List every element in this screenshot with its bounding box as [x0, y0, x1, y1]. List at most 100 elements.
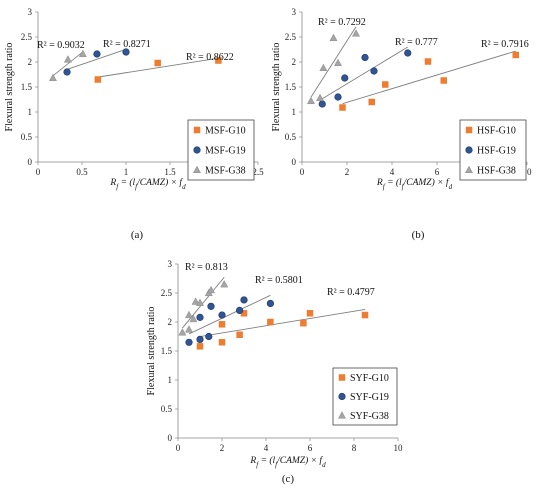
data-point — [215, 57, 222, 64]
trendline — [97, 57, 219, 78]
data-point — [382, 81, 389, 88]
y-tick-label: 0 — [28, 157, 33, 167]
data-point — [185, 338, 193, 346]
y-tick-label: 3 — [168, 259, 173, 269]
y-tick-label: 1 — [28, 107, 33, 117]
x-tick-label: 2.5 — [252, 167, 264, 177]
legend-label: MSF-G10 — [205, 126, 246, 137]
trendline — [182, 276, 225, 329]
data-point — [63, 68, 71, 76]
y-tick-label: 0.5 — [285, 132, 297, 142]
r-squared-label: R² = 0.8622 — [186, 52, 234, 63]
series-HSF-G19: R² = 0.777 — [318, 37, 438, 108]
data-point — [78, 49, 87, 58]
legend-marker — [465, 146, 473, 154]
data-point — [94, 76, 102, 83]
y-tick-label: 2 — [28, 57, 33, 67]
y-tick-label: 2.5 — [21, 32, 33, 42]
legend-label: SYF-G19 — [350, 392, 389, 403]
data-point — [341, 74, 349, 82]
y-tick-label: 1 — [168, 375, 173, 385]
data-point — [196, 343, 204, 350]
panel-label: (b) — [412, 229, 425, 241]
legend-marker — [337, 411, 347, 419]
r-squared-label: R² = 0.4797 — [327, 287, 375, 298]
panel-label: (a) — [131, 229, 144, 241]
data-point — [240, 296, 248, 304]
y-tick-label: 1.5 — [285, 82, 297, 92]
legend-label: SYF-G10 — [350, 373, 389, 384]
series-MSF-G38: R² = 0.9032 — [37, 40, 87, 82]
trendline — [188, 294, 271, 335]
series-MSF-G10: R² = 0.8622 — [94, 52, 234, 83]
y-axis-title: Flexural strength ratio — [146, 307, 157, 396]
x-tick-label: 0 — [300, 167, 305, 177]
y-tick-label: 2.5 — [285, 32, 297, 42]
x-tick-label: 2 — [345, 167, 350, 177]
legend: HSF-G10 HSF-G19 HSF-G38 — [459, 119, 527, 181]
data-point — [333, 58, 343, 67]
data-point — [318, 100, 326, 108]
r-squared-label: R² = 0.813 — [185, 262, 228, 273]
x-axis-title: Rf = (lf/CAMZ) × fd — [249, 455, 326, 469]
legend-marker — [338, 374, 346, 381]
r-squared-label: R² = 0.9032 — [37, 40, 85, 51]
data-point — [267, 318, 274, 326]
series-SYF-G38: R² = 0.813 — [178, 262, 229, 336]
data-point — [300, 319, 307, 327]
data-point — [236, 306, 244, 315]
x-axis-title: Rf = (lf/CAMZ) × fd — [376, 177, 453, 191]
legend-marker — [192, 165, 202, 174]
legend-label: HSF-G19 — [477, 146, 516, 157]
data-point — [329, 33, 338, 42]
chart-panel-3: 0 0.5 1 1.5 2 2.5 3 0 2 4 6 8 10 Flexural strength ra… — [146, 259, 403, 485]
data-point — [196, 335, 204, 344]
data-point — [48, 73, 57, 82]
data-point — [351, 29, 361, 37]
series-HSF-G10: R² = 0.7916 — [339, 39, 529, 111]
data-point — [206, 285, 216, 294]
y-tick-label: 3 — [28, 7, 33, 17]
legend-marker — [465, 126, 473, 134]
data-point — [361, 311, 369, 319]
y-tick-label: 0.5 — [21, 132, 33, 142]
data-point — [218, 311, 226, 319]
y-tick-label: 1 — [292, 107, 297, 117]
x-tick-label: 1.5 — [164, 167, 176, 177]
data-point — [63, 55, 72, 63]
x-axis-title: Rf = (lf/CAMZ) × fd — [109, 177, 186, 191]
data-point — [306, 310, 314, 317]
r-squared-label: R² = 0.7292 — [318, 17, 366, 28]
series-SYF-G19: R² = 0.5801 — [185, 275, 303, 346]
x-tick-label: 4 — [390, 167, 395, 177]
data-point — [218, 339, 226, 346]
trendline — [52, 51, 84, 77]
data-point — [319, 63, 328, 72]
data-point — [154, 59, 161, 67]
panel-label: (c) — [282, 473, 295, 485]
data-point — [368, 98, 375, 106]
y-tick-label: 0 — [168, 433, 173, 443]
x-tick-label: 6 — [308, 443, 313, 453]
y-tick-label: 1.5 — [161, 346, 173, 356]
y-tick-label: 0.5 — [161, 404, 173, 414]
data-point — [424, 58, 432, 65]
legend-label: MSF-G19 — [205, 146, 246, 157]
data-point — [339, 104, 346, 111]
x-tick-label: 10 — [523, 167, 533, 177]
data-point — [266, 299, 275, 308]
trendline — [310, 26, 357, 98]
x-tick-label: 4 — [264, 443, 269, 453]
y-tick-label: 2.5 — [161, 288, 173, 298]
legend-marker — [464, 165, 474, 174]
legend: MSF-G10 MSF-G19 MSF-G38 — [187, 119, 255, 181]
series-SYF-G10: R² = 0.4797 — [196, 287, 375, 350]
trendline — [199, 309, 366, 338]
legend-label: MSF-G38 — [205, 166, 246, 177]
y-tick-label: 2 — [168, 317, 173, 327]
data-point — [178, 328, 187, 336]
data-point — [93, 50, 101, 58]
